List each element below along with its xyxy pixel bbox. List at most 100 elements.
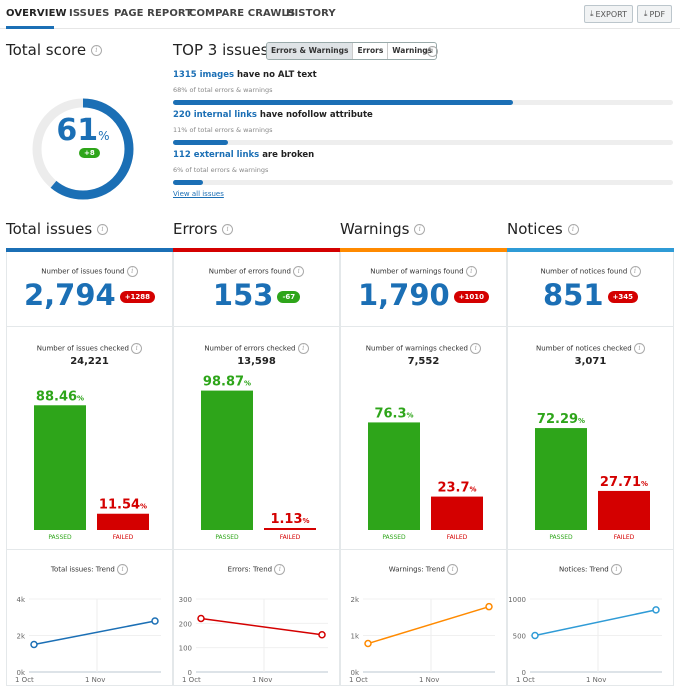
column-stripe	[507, 248, 674, 252]
issue-link[interactable]: 220 internal links	[173, 110, 257, 120]
info-icon[interactable]: i	[126, 266, 138, 277]
trend-line	[200, 617, 323, 636]
column-title: Notices i	[507, 220, 579, 238]
found-label-text: Number of warnings found	[370, 267, 464, 276]
trend-section: Warnings: Trend i 0k 1k 2k 1 Oct 1 Nov	[341, 550, 506, 686]
trend-point	[485, 602, 493, 611]
failed-percent-label: 11.54%	[99, 498, 147, 513]
issue-progress	[173, 100, 673, 105]
info-icon[interactable]: i	[465, 266, 477, 277]
column-title-label: Errors	[173, 220, 218, 238]
passed-label: PASSED	[215, 534, 239, 541]
column-stripe	[6, 248, 173, 252]
info-icon[interactable]: i	[611, 564, 622, 575]
issue-link[interactable]: 1315 images	[173, 70, 235, 80]
passed-label: PASSED	[382, 534, 406, 541]
tab-issues[interactable]: ISSUES	[69, 8, 110, 19]
info-icon[interactable]: i	[96, 224, 108, 235]
failed-bar	[598, 490, 650, 530]
info-icon[interactable]: i	[470, 343, 482, 354]
info-icon[interactable]: i	[131, 343, 143, 354]
trend-title-text: Total issues: Trend	[50, 565, 115, 574]
tab-page-report[interactable]: PAGE REPORT	[114, 8, 193, 19]
passed-percent-label: 98.87%	[203, 375, 251, 390]
export-button[interactable]: ⤓ EXPORT	[584, 5, 633, 23]
tab-compare-crawls[interactable]: COMPARE CRAWLS	[189, 8, 296, 19]
filter-errors[interactable]: Errors	[353, 43, 389, 59]
info-icon[interactable]: i	[447, 564, 459, 575]
info-icon[interactable]: i	[293, 266, 305, 277]
summary-column: Total issues i Number of issues found i …	[6, 220, 173, 686]
top-issue: 220 internal links have nofollow attribu…	[173, 110, 673, 145]
column-card: Number of issues found i 2,794 +1288 Numb…	[6, 252, 173, 686]
x-tick-label: 1 Oct	[15, 676, 34, 684]
trend-title: Notices: Trend i	[508, 564, 673, 575]
info-icon[interactable]: i	[297, 343, 309, 354]
y-tick-label: 500	[513, 633, 526, 641]
top-issues-title: TOP 3 issues:	[173, 41, 274, 59]
issue-progress-fill	[173, 100, 513, 105]
summary-column: Errors i Number of errors found i 153 -67…	[173, 220, 340, 686]
checked-label: Number of warnings checked i	[341, 343, 506, 354]
delta-badge: +345	[607, 291, 639, 303]
info-icon[interactable]: i	[633, 343, 645, 354]
trend-section: Total issues: Trend i 0k 2k 4k 1 Oct 1 Nov	[7, 550, 172, 686]
tab-overview[interactable]: OVERVIEW	[6, 8, 67, 19]
column-title-label: Warnings	[340, 220, 410, 238]
trend-title: Warnings: Trend i	[341, 564, 506, 575]
y-tick-label: 4k	[16, 596, 25, 604]
passed-bar	[535, 428, 587, 530]
y-tick-label: 300	[179, 596, 192, 604]
found-section: Number of notices found i 851 +345	[508, 252, 673, 327]
found-value: 851 +345	[508, 278, 673, 312]
issue-link[interactable]: 112 external links	[173, 150, 260, 160]
y-tick-label: 1k	[350, 633, 359, 641]
checked-section: Number of errors checked i 13,598 98.87%…	[174, 327, 339, 550]
issue-description: have no ALT text	[234, 70, 317, 80]
passed-label: PASSED	[549, 534, 573, 541]
failed-bar	[431, 496, 483, 530]
filter-errors-warnings[interactable]: Errors & Warnings	[267, 43, 354, 59]
checked-label: Number of notices checked i	[508, 343, 673, 354]
pdf-button[interactable]: ⤓ PDF	[637, 5, 672, 23]
column-stripe	[173, 248, 340, 252]
summary-column: Warnings i Number of warnings found i 1,…	[340, 220, 507, 686]
download-icon: ⤓	[643, 9, 648, 18]
found-label: Number of notices found i	[508, 266, 673, 277]
trend-title: Errors: Trend i	[174, 564, 339, 575]
info-icon[interactable]: i	[414, 224, 426, 235]
checked-label: Number of issues checked i	[7, 343, 172, 354]
info-icon[interactable]: i	[567, 224, 579, 235]
checked-value: 7,552	[407, 356, 440, 367]
y-tick-label: 0k	[350, 669, 359, 677]
score-unit: %	[98, 129, 110, 143]
checked-value: 13,598	[237, 356, 276, 367]
trend-title-text: Warnings: Trend	[388, 565, 445, 574]
score-delta-badge: +8	[79, 148, 100, 158]
x-tick-label: 1 Nov	[419, 676, 439, 684]
trend-chart: 0k 2k 4k 1 Oct 1 Nov	[15, 596, 161, 684]
info-icon[interactable]: i	[629, 266, 641, 277]
info-icon[interactable]: i	[274, 564, 286, 575]
issue-description: have nofollow attribute	[256, 110, 373, 120]
active-tab-indicator	[6, 26, 54, 29]
view-all-issues-link[interactable]: View all issues	[173, 190, 224, 198]
y-tick-label: 0k	[16, 669, 25, 677]
info-icon[interactable]: i	[427, 46, 438, 57]
info-icon[interactable]: i	[117, 564, 129, 575]
trend-section: Errors: Trend i 0 100 200 300 1 Oct 1 Nov	[174, 550, 339, 686]
y-tick-label: 100	[179, 645, 192, 653]
found-number: 153	[212, 278, 274, 312]
x-tick-label: 1 Oct	[182, 676, 201, 684]
failed-bar	[264, 528, 316, 530]
checked-label-text: Number of warnings checked	[365, 344, 468, 353]
x-tick-label: 1 Nov	[85, 676, 105, 684]
issue-text: 112 external links are broken	[173, 150, 673, 160]
info-icon[interactable]: i	[222, 224, 234, 235]
found-label: Number of warnings found i	[341, 266, 506, 277]
info-icon[interactable]: i	[90, 45, 102, 56]
tab-history[interactable]: HISTORY	[286, 8, 336, 19]
y-tick-label: 0	[188, 669, 192, 677]
x-tick-label: 1 Oct	[349, 676, 368, 684]
filter-warnings[interactable]: Warnings	[392, 46, 433, 55]
